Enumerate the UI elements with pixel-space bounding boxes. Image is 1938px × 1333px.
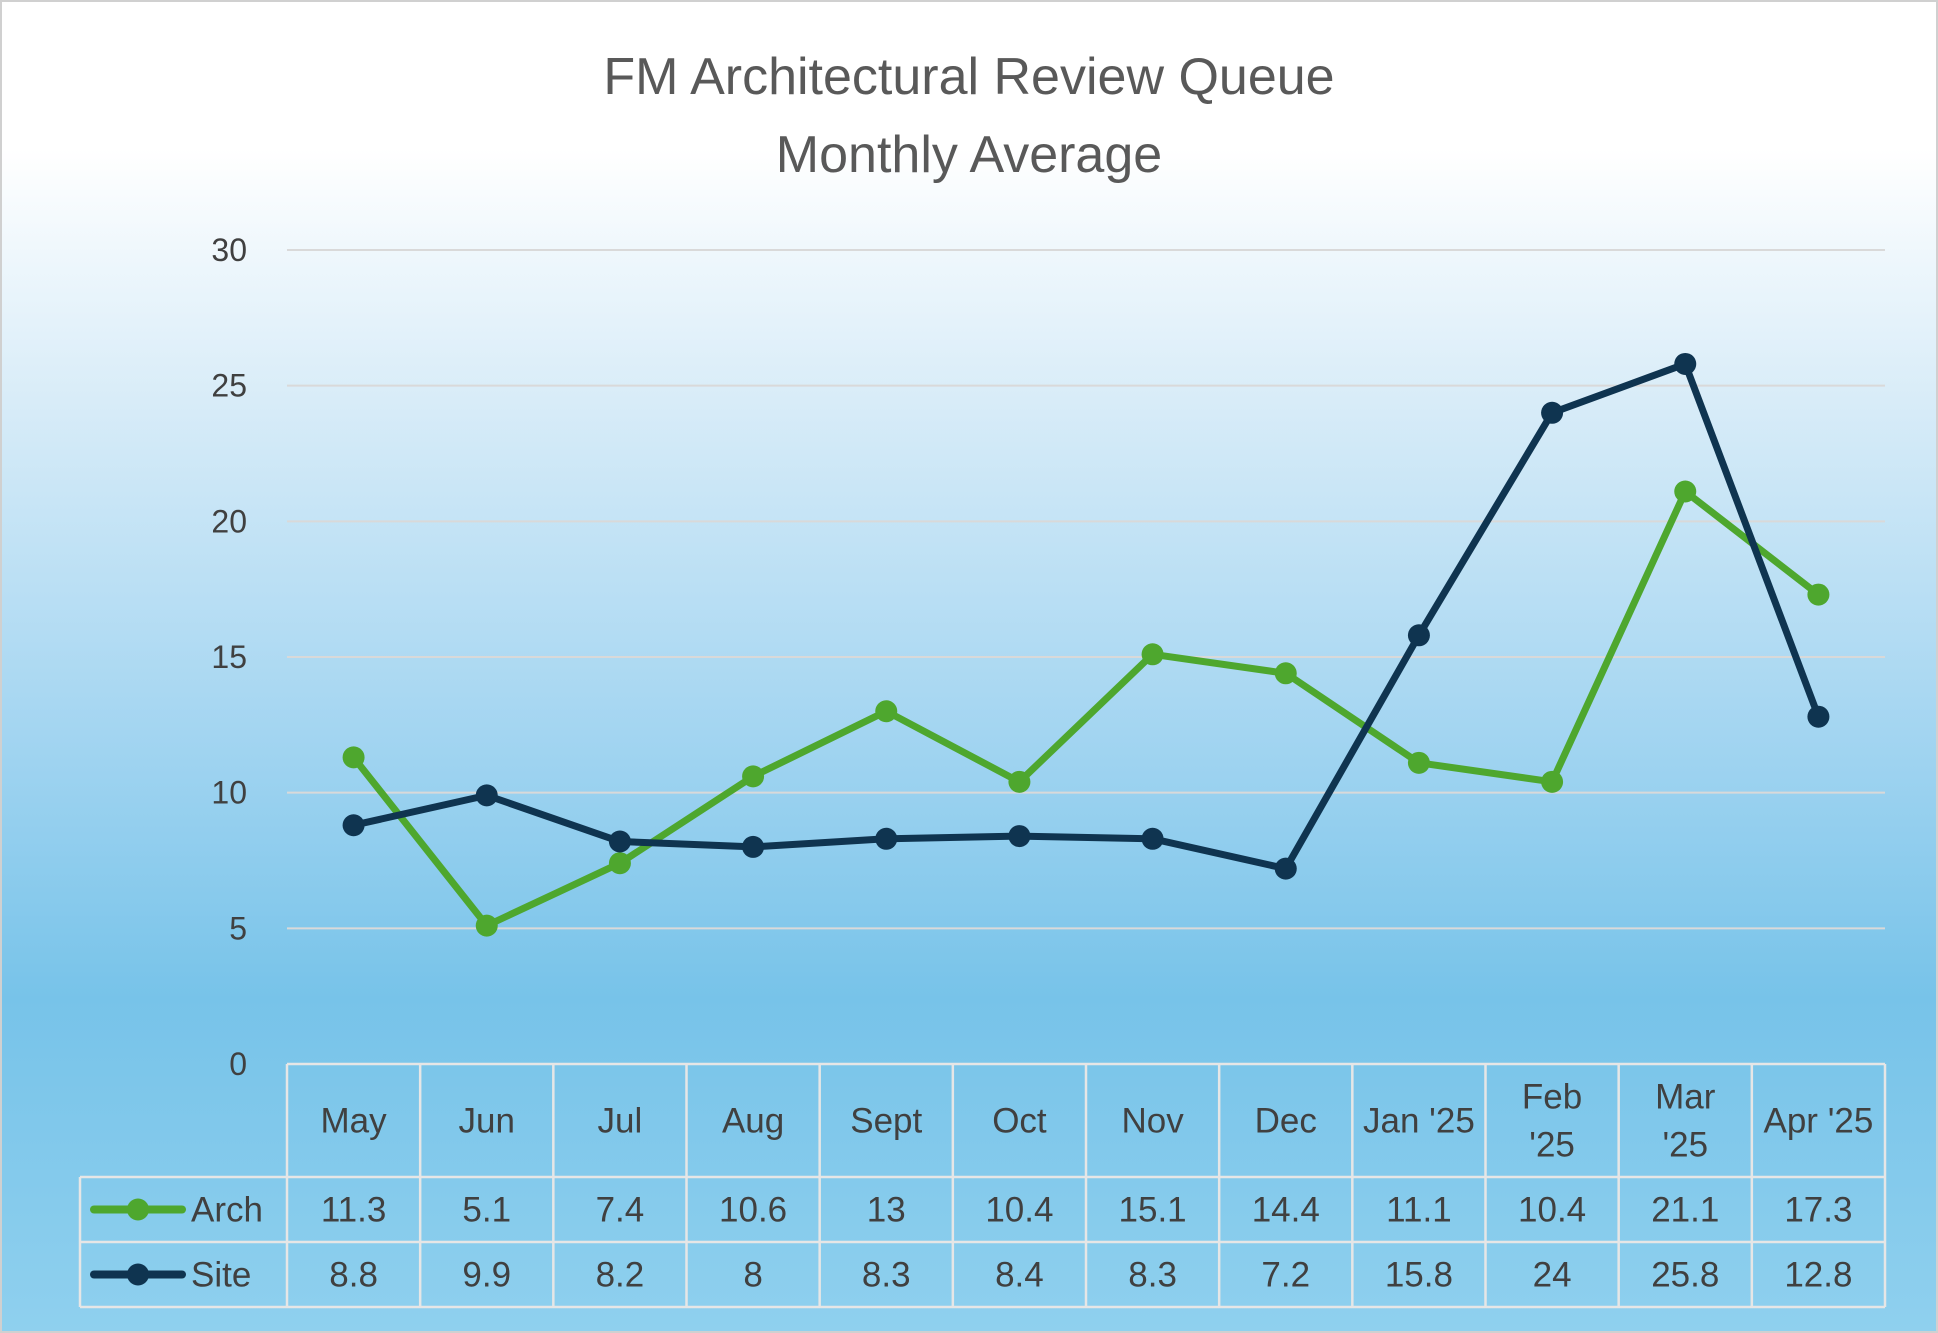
data-table-cell: 10.4: [1518, 1191, 1586, 1230]
category-label: May: [321, 1102, 388, 1141]
gridlines: [287, 249, 1885, 930]
data-point-site: [475, 784, 498, 807]
data-table-cell: 13: [867, 1191, 906, 1230]
category-label: Apr '25: [1764, 1102, 1874, 1141]
category-label: '25: [1662, 1126, 1708, 1165]
series-site: [342, 352, 1830, 880]
data-table-cell: 15.8: [1385, 1256, 1453, 1295]
data-point-site: [1807, 705, 1830, 728]
data-table-cell: 9.9: [462, 1256, 511, 1295]
data-point-arch: [608, 852, 631, 875]
data-point-arch: [1008, 770, 1031, 793]
data-point-site: [1141, 827, 1164, 850]
data-table-cell: 11.1: [1386, 1191, 1452, 1230]
data-table-cell: 24: [1533, 1256, 1572, 1295]
y-tick-label: 25: [211, 368, 247, 404]
data-point-site: [1541, 401, 1564, 424]
data-table-cell: 8.3: [1128, 1256, 1177, 1295]
data-point-site: [742, 835, 765, 858]
data-table-cell: 11.3: [321, 1191, 387, 1230]
y-tick-label: 30: [211, 232, 247, 268]
legend-key-arch: [90, 1198, 186, 1221]
data-table-cell: 8.2: [596, 1256, 645, 1295]
data-point-arch: [1541, 770, 1564, 793]
legend-label-site: Site: [191, 1256, 251, 1295]
y-tick-label: 5: [229, 910, 247, 946]
data-point-site: [342, 814, 365, 837]
data-table-cell: 8.3: [862, 1256, 911, 1295]
category-label: Oct: [992, 1102, 1047, 1141]
y-tick-label: 15: [211, 639, 247, 675]
legend-label-arch: Arch: [191, 1191, 263, 1230]
category-label: Dec: [1255, 1102, 1317, 1141]
data-table-cell: 8.4: [995, 1256, 1044, 1295]
data-table-cell: 25.8: [1651, 1256, 1719, 1295]
data-point-site: [608, 830, 631, 853]
legend-key-marker: [127, 1198, 149, 1221]
data-point-site: [1274, 857, 1297, 880]
data-point-arch: [475, 914, 498, 937]
category-label: Aug: [722, 1102, 784, 1141]
chart-title-line-2: Monthly Average: [776, 126, 1162, 184]
data-point-arch: [1407, 751, 1430, 774]
data-table-cell: 10.6: [719, 1191, 787, 1230]
data-table-cell: 12.8: [1784, 1256, 1852, 1295]
data-point-arch: [1674, 480, 1697, 503]
data-table-cell: 21.1: [1651, 1191, 1719, 1230]
data-table-cell: 7.2: [1261, 1256, 1310, 1295]
series-arch: [342, 480, 1830, 937]
data-table-cell: 7.4: [596, 1191, 645, 1230]
y-tick-label: 0: [229, 1046, 247, 1082]
data-point-arch: [342, 746, 365, 769]
data-table-cell: 15.1: [1119, 1191, 1187, 1230]
series-line-site: [350, 360, 1822, 873]
legend-key-site: [90, 1263, 186, 1286]
series-line-arch: [350, 487, 1822, 930]
chart-title-line-1: FM Architectural Review Queue: [603, 48, 1334, 106]
data-table: May Jun Jul Aug Sept Oct Nov Dec Jan '25 Feb '25 Ma…: [78, 1062, 1887, 1309]
y-axis-tick-labels: 0 5 10 15 20 25 30: [211, 232, 247, 1082]
data-point-arch: [1274, 662, 1297, 685]
category-label: Jul: [598, 1102, 643, 1141]
data-table-cell: 5.1: [462, 1191, 511, 1230]
data-point-arch: [1141, 643, 1164, 666]
category-label: Sept: [850, 1102, 922, 1141]
data-point-site: [1008, 825, 1031, 848]
data-table-cell: 8: [743, 1256, 762, 1295]
data-point-arch: [875, 700, 898, 723]
y-tick-label: 20: [211, 503, 247, 539]
legend-key-marker: [127, 1263, 149, 1286]
data-table-cell: 17.3: [1784, 1191, 1852, 1230]
data-table-cell: 8.8: [329, 1256, 378, 1295]
category-label: '25: [1529, 1126, 1575, 1165]
data-table-cell: 14.4: [1252, 1191, 1320, 1230]
category-label: Feb: [1522, 1078, 1582, 1117]
category-label: Nov: [1121, 1102, 1184, 1141]
series-lines: [342, 352, 1830, 937]
data-point-arch: [1807, 583, 1830, 606]
data-point-site: [1407, 624, 1430, 647]
data-point-arch: [742, 765, 765, 788]
category-label: Mar: [1655, 1078, 1716, 1117]
category-label: Jan '25: [1363, 1102, 1475, 1141]
y-tick-label: 10: [211, 775, 247, 811]
category-label: Jun: [459, 1102, 515, 1141]
data-table-cell: 10.4: [985, 1191, 1053, 1230]
data-point-site: [875, 827, 898, 850]
data-point-site: [1674, 352, 1697, 375]
